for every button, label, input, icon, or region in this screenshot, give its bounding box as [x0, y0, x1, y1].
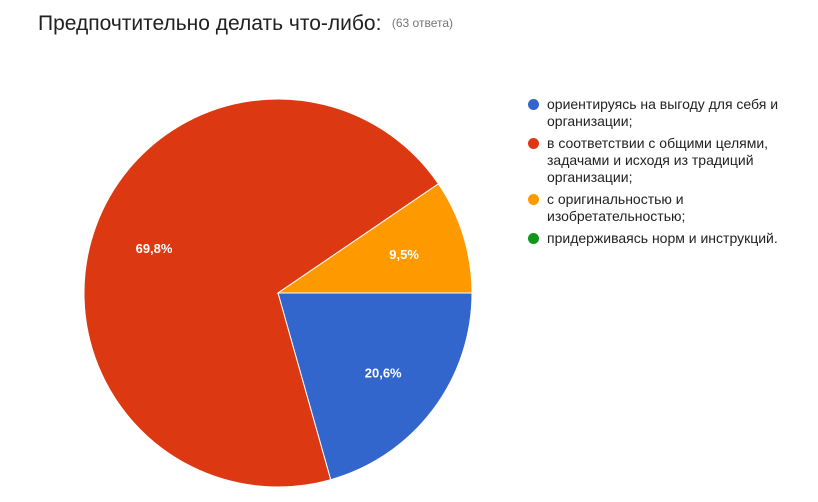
legend-label: с оригинальностью и изобретательностью;: [547, 191, 686, 224]
pie-slice-label-1: 69,8%: [136, 241, 173, 256]
response-count: (63 ответа): [391, 16, 454, 30]
pie-slice-1[interactable]: [83, 98, 440, 488]
legend-swatch-icon: [528, 233, 539, 244]
legend-item-1[interactable]: в соответствии с общими целями, задачами…: [528, 135, 798, 186]
legend-label: в соответствии с общими целями, задачами…: [547, 135, 769, 185]
legend-item-0[interactable]: ориентируясь на выгоду для себя и органи…: [528, 96, 798, 130]
chart-legend: ориентируясь на выгоду для себя и органи…: [528, 96, 798, 252]
legend-swatch-icon: [528, 194, 539, 205]
legend-label: придерживаясь норм и инструкций.: [547, 230, 778, 246]
pie-slice-2[interactable]: [276, 183, 473, 294]
chart-header: Предпочтительно делать что-либо: (63 отв…: [38, 12, 453, 36]
pie-slice-0[interactable]: [277, 292, 473, 481]
legend-swatch-icon: [528, 99, 539, 110]
pie-slices: [83, 98, 473, 488]
legend-item-2[interactable]: с оригинальностью и изобретательностью;: [528, 191, 798, 225]
legend-item-3[interactable]: придерживаясь норм и инструкций.: [528, 230, 798, 247]
pie-slice-labels: 20,6% 69,8% 9,5%: [136, 241, 420, 381]
pie-slice-label-0: 20,6%: [365, 366, 402, 381]
chart-title: Предпочтительно делать что-либо:: [38, 12, 382, 35]
pie-slice-label-2: 9,5%: [389, 247, 419, 262]
legend-label: ориентируясь на выгоду для себя и органи…: [547, 96, 779, 129]
legend-swatch-icon: [528, 138, 539, 149]
